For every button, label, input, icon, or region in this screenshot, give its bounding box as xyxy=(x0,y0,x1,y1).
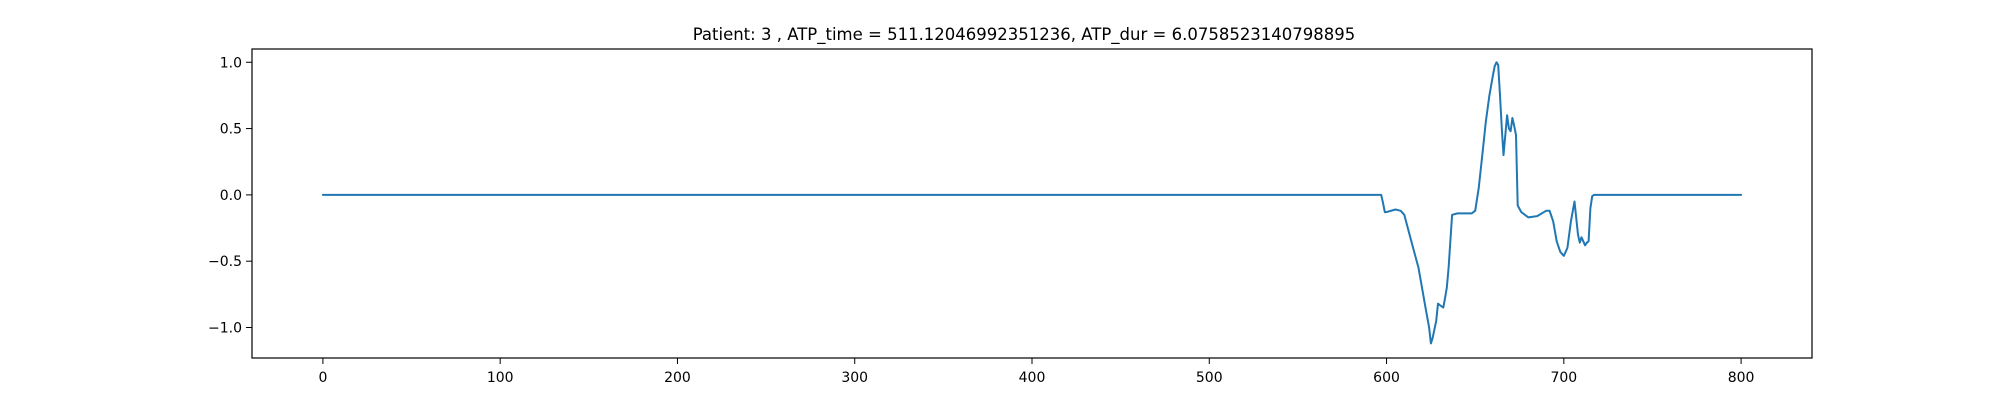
x-tick-label: 100 xyxy=(487,370,514,386)
y-tick-label: 0.0 xyxy=(220,188,242,204)
x-tick-label: 0 xyxy=(318,370,327,386)
y-axis: −1.0 −0.5 0.0 0.5 1.0 xyxy=(208,55,252,336)
x-tick-label: 600 xyxy=(1373,370,1400,386)
x-axis: 0 100 200 300 400 500 600 700 800 xyxy=(318,358,1754,386)
y-tick-label: −1.0 xyxy=(208,320,242,336)
plot-lines xyxy=(321,61,1743,345)
x-tick-label: 500 xyxy=(1196,370,1223,386)
y-tick-label: 1.0 xyxy=(220,55,242,71)
x-tick-label: 200 xyxy=(664,370,691,386)
y-tick-label: 0.5 xyxy=(220,122,242,138)
x-tick-label: 300 xyxy=(841,370,868,386)
plot-frame xyxy=(251,48,1813,359)
chart-title: Patient: 3 , ATP_time = 511.120469923512… xyxy=(693,25,1356,45)
x-tick-label: 400 xyxy=(1019,370,1046,386)
series-line xyxy=(321,61,1743,345)
x-tick-label: 800 xyxy=(1728,370,1755,386)
y-tick-label: −0.5 xyxy=(208,254,242,270)
x-tick-label: 700 xyxy=(1550,370,1577,386)
